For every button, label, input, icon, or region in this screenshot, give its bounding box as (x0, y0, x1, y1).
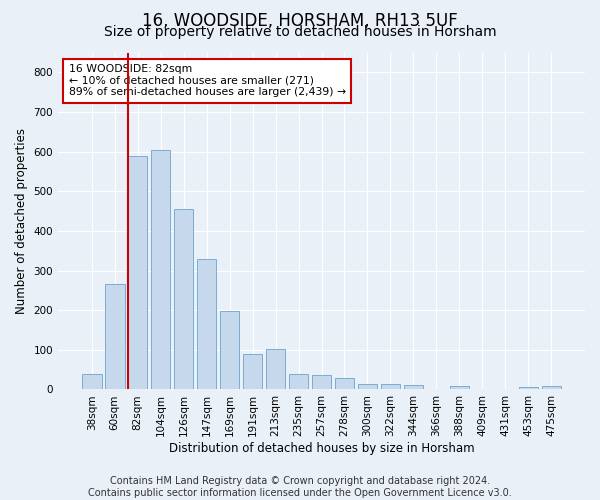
Bar (197, 258, 217, 390)
Bar (151, 150, 170, 390)
Bar (220, 312, 239, 390)
Bar (335, 378, 354, 390)
Bar (542, 386, 561, 390)
Bar (404, 386, 423, 390)
Text: Contains HM Land Registry data © Crown copyright and database right 2024.
Contai: Contains HM Land Registry data © Crown c… (88, 476, 512, 498)
Bar (82, 374, 101, 390)
Bar (266, 348, 286, 390)
X-axis label: Distribution of detached houses by size in Horsham: Distribution of detached houses by size … (169, 442, 475, 455)
Bar (358, 384, 377, 390)
Bar (312, 375, 331, 390)
Bar (243, 354, 262, 390)
Bar (518, 388, 538, 390)
Text: Size of property relative to detached houses in Horsham: Size of property relative to detached ho… (104, 25, 496, 39)
Bar (289, 374, 308, 390)
Text: 16 WOODSIDE: 82sqm
← 10% of detached houses are smaller (271)
89% of semi-detach: 16 WOODSIDE: 82sqm ← 10% of detached hou… (68, 64, 346, 98)
Bar (380, 384, 400, 390)
Y-axis label: Number of detached properties: Number of detached properties (15, 128, 28, 314)
Bar (105, 284, 125, 390)
Bar (128, 156, 148, 390)
Bar (174, 209, 193, 390)
Text: 16, WOODSIDE, HORSHAM, RH13 5UF: 16, WOODSIDE, HORSHAM, RH13 5UF (142, 12, 458, 30)
Bar (449, 386, 469, 390)
